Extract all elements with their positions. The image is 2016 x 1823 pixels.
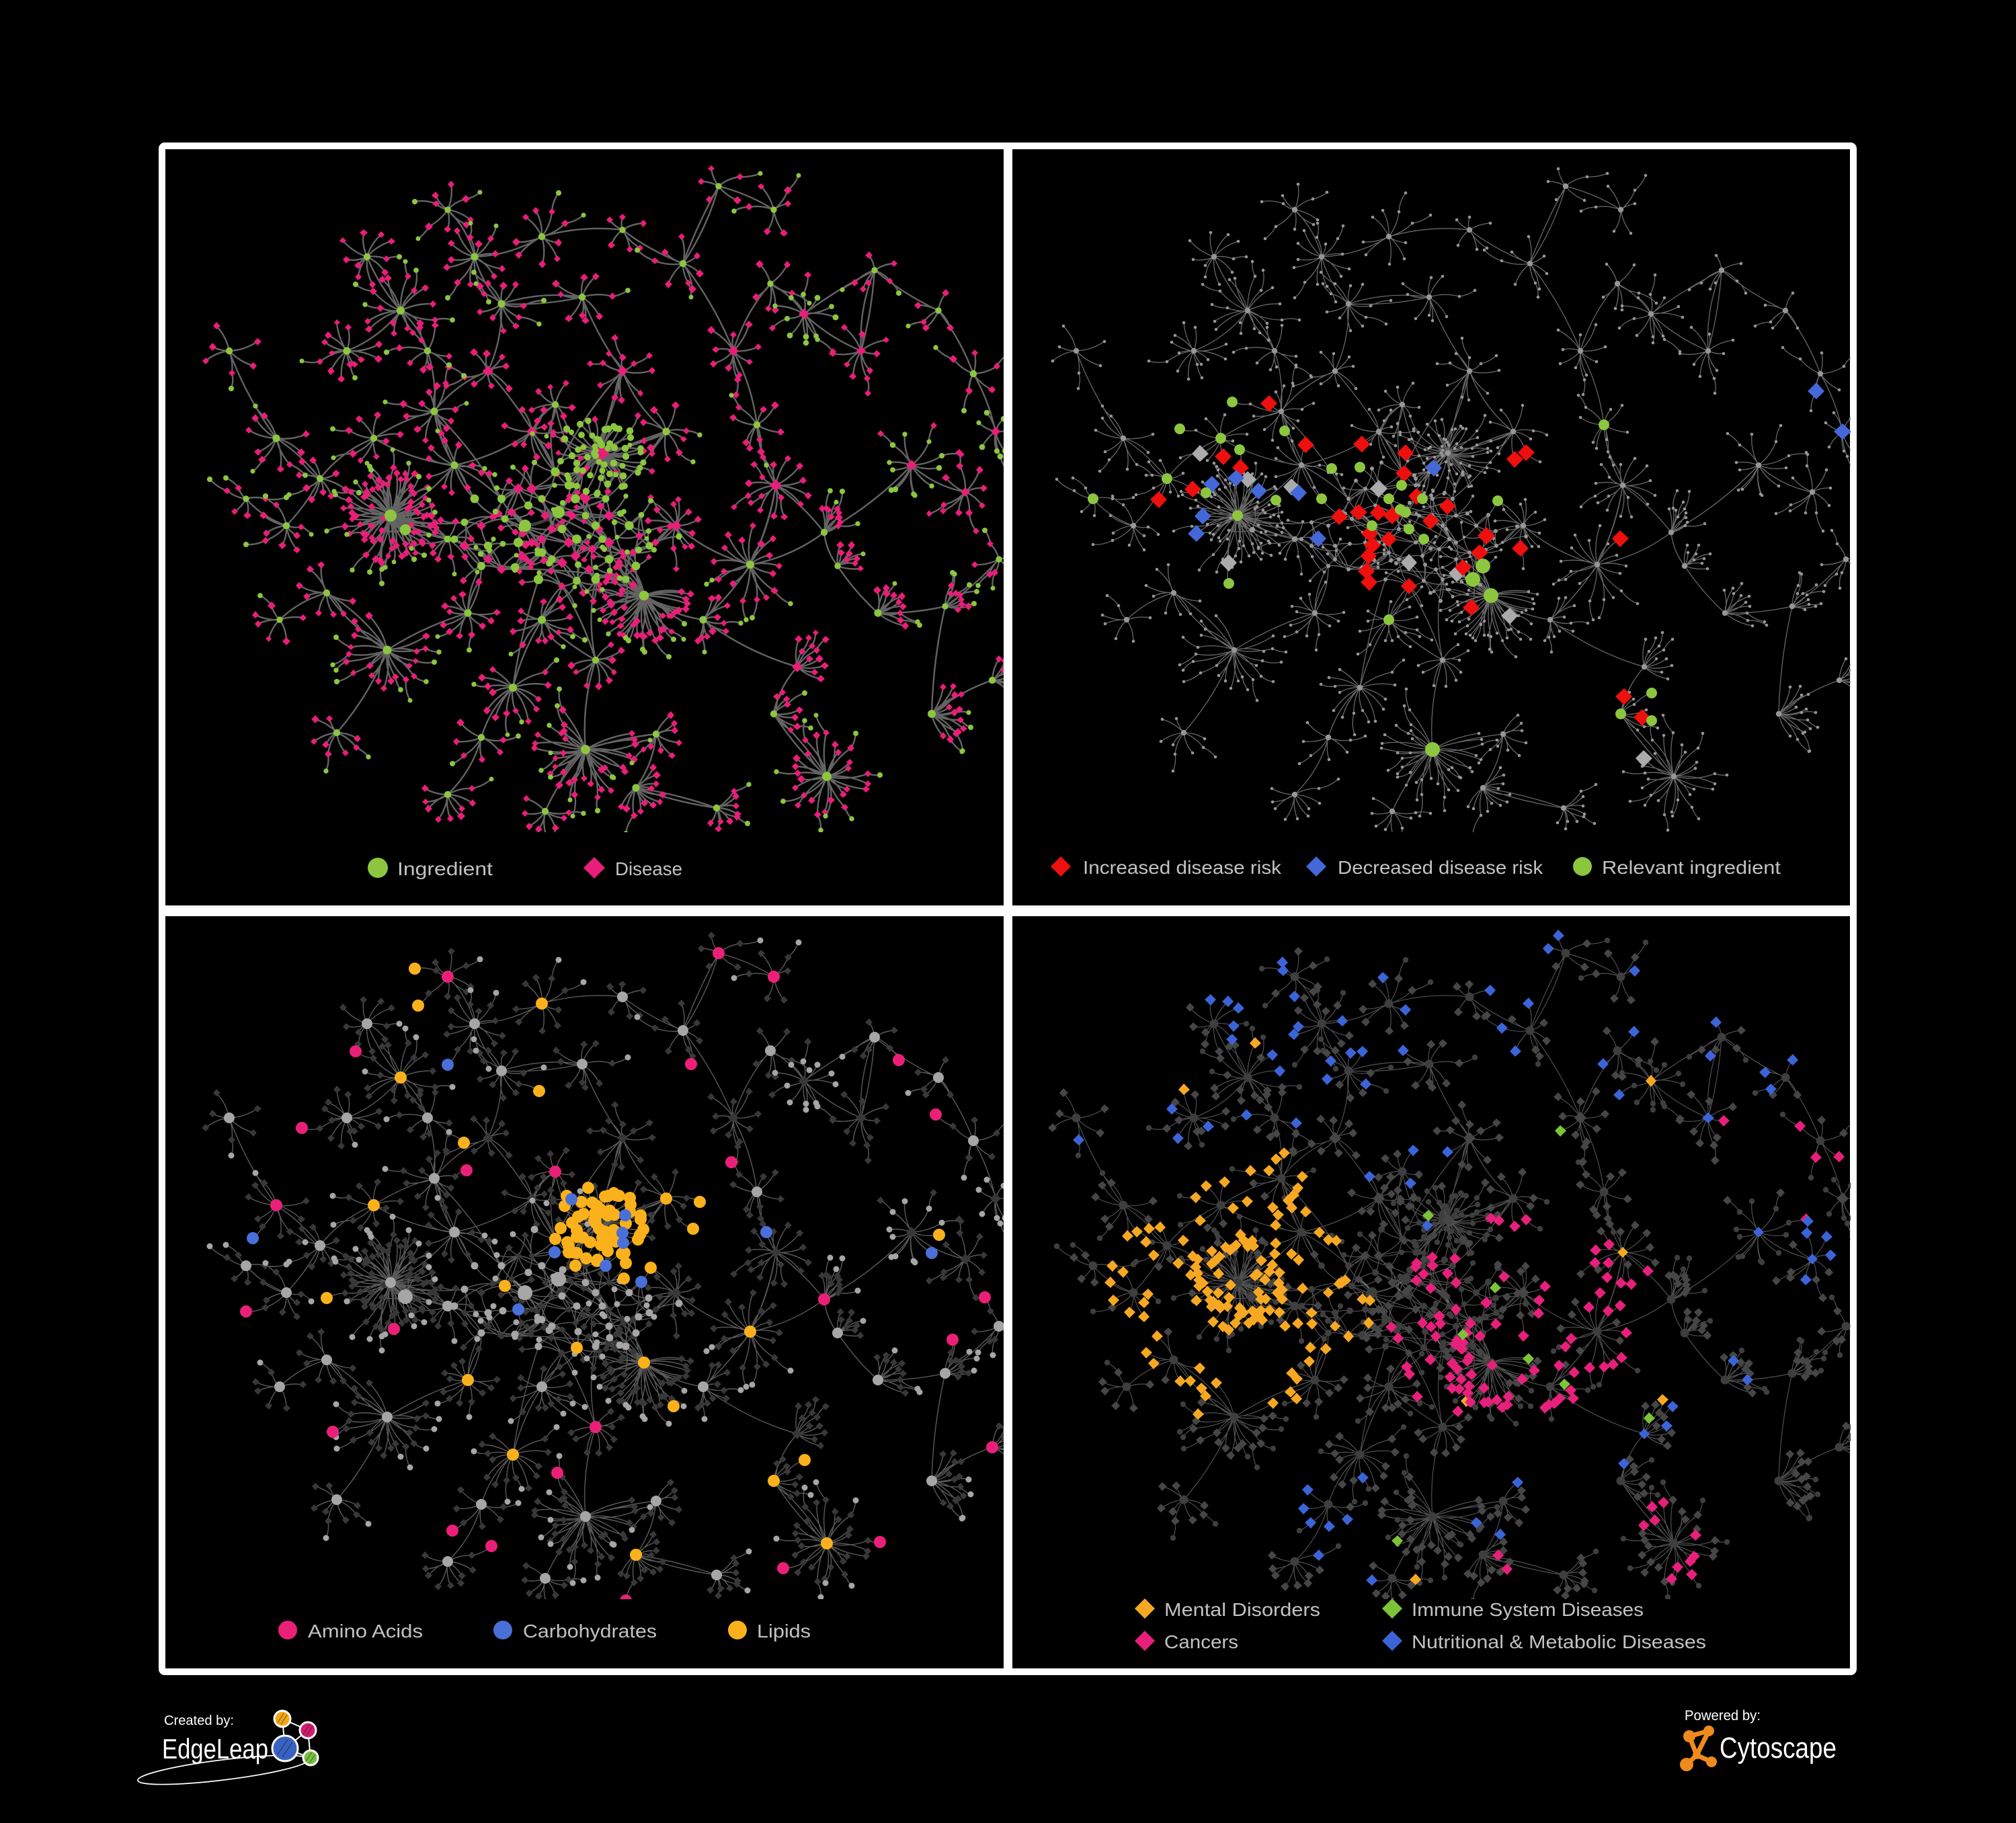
svg-text:Mental Disorders: Mental Disorders	[1164, 1599, 1320, 1620]
svg-text:Decreased disease risk: Decreased disease risk	[1338, 857, 1543, 878]
svg-text:Cytoscape: Cytoscape	[1720, 1732, 1837, 1765]
svg-text:Increased disease risk: Increased disease risk	[1083, 857, 1282, 878]
svg-text:EdgeLeap: EdgeLeap	[162, 1733, 268, 1765]
svg-text:Cancers: Cancers	[1164, 1631, 1238, 1652]
svg-text:Relevant ingredient: Relevant ingredient	[1602, 857, 1781, 878]
svg-text:Created by:: Created by:	[164, 1713, 234, 1728]
svg-text:Lipids: Lipids	[757, 1621, 811, 1642]
svg-text:Disease: Disease	[615, 858, 682, 879]
svg-text:Powered by:: Powered by:	[1685, 1708, 1761, 1724]
svg-text:Amino Acids: Amino Acids	[308, 1621, 423, 1642]
svg-text:Carbohydrates: Carbohydrates	[523, 1621, 657, 1642]
svg-text:Immune System Diseases: Immune System Diseases	[1412, 1599, 1644, 1620]
svg-text:Ingredient: Ingredient	[397, 858, 493, 879]
svg-text:Nutritional & Metabolic Diseas: Nutritional & Metabolic Diseases	[1412, 1631, 1706, 1652]
